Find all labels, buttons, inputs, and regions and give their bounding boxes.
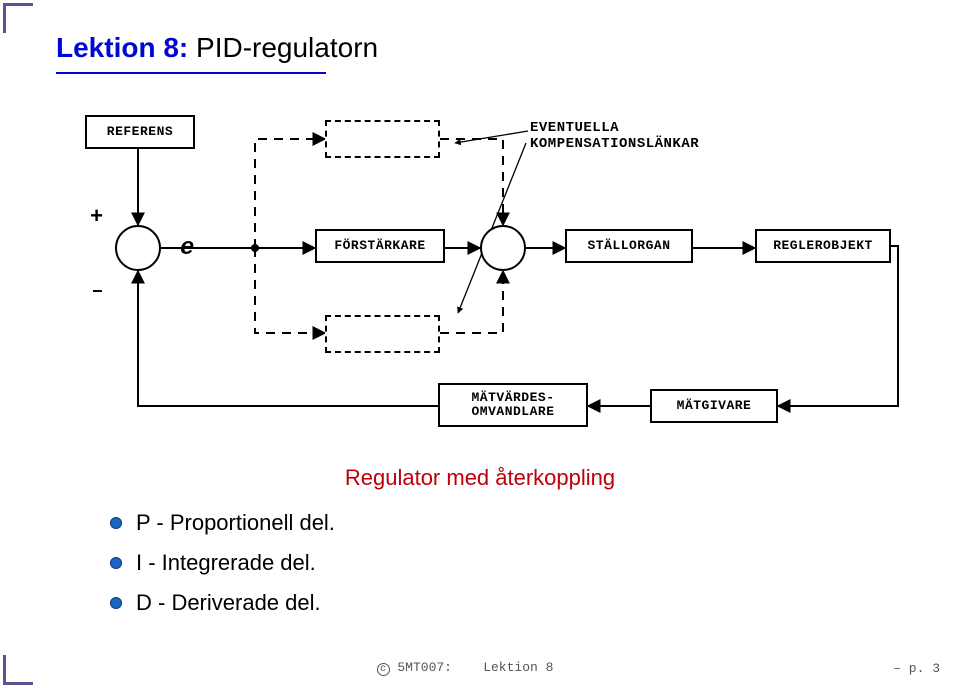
bullet-text: I - Integrerade del. bbox=[136, 550, 316, 576]
footer-lecture: Lektion 8 bbox=[483, 660, 553, 675]
node-reglerobj: REGLEROBJEKT bbox=[755, 229, 891, 263]
title-underline bbox=[56, 72, 326, 74]
node-comp1 bbox=[325, 120, 440, 158]
block-diagram: REFERENS FÖRSTÄRKARE STÄLLORGAN REGLEROBJEK… bbox=[60, 105, 900, 440]
node-sum2 bbox=[480, 225, 526, 271]
node-referens: REFERENS bbox=[85, 115, 195, 149]
bullet-text: P - Proportionell del. bbox=[136, 510, 335, 536]
node-matgivare: MÄTGIVARE bbox=[650, 389, 778, 423]
title-rest: PID-regulatorn bbox=[188, 32, 378, 63]
footer-course: 5MT007: bbox=[397, 660, 452, 675]
bullet-text: D - Deriverade del. bbox=[136, 590, 321, 616]
page-title: Lektion 8: PID-regulatorn bbox=[56, 32, 378, 64]
node-forstark: FÖRSTÄRKARE bbox=[315, 229, 445, 263]
diagram-label: e bbox=[180, 235, 195, 262]
list-item: D - Deriverade del. bbox=[110, 590, 335, 616]
bullet-icon bbox=[110, 597, 122, 609]
page-number: – p. 3 bbox=[893, 661, 940, 676]
copyright-icon: c bbox=[377, 663, 390, 676]
node-sum1 bbox=[115, 225, 161, 271]
diagram-subtitle: Regulator med återkoppling bbox=[0, 465, 960, 491]
crop-mark-tl bbox=[3, 3, 33, 33]
diagram-label: − bbox=[92, 283, 103, 303]
title-prefix: Lektion 8: bbox=[56, 32, 188, 63]
bullet-icon bbox=[110, 557, 122, 569]
bullet-icon bbox=[110, 517, 122, 529]
node-stallorgan: STÄLLORGAN bbox=[565, 229, 693, 263]
node-matvardes: MÄTVÄRDES- OMVANDLARE bbox=[438, 383, 588, 427]
list-item: P - Proportionell del. bbox=[110, 510, 335, 536]
footer: c 5MT007: Lektion 8 bbox=[0, 660, 930, 676]
list-item: I - Integrerade del. bbox=[110, 550, 335, 576]
node-comp2 bbox=[325, 315, 440, 353]
diagram-label: EVENTUELLA KOMPENSATIONSLÄNKAR bbox=[530, 120, 699, 152]
diagram-label: + bbox=[90, 205, 104, 230]
bullet-list: P - Proportionell del. I - Integrerade d… bbox=[110, 510, 335, 630]
